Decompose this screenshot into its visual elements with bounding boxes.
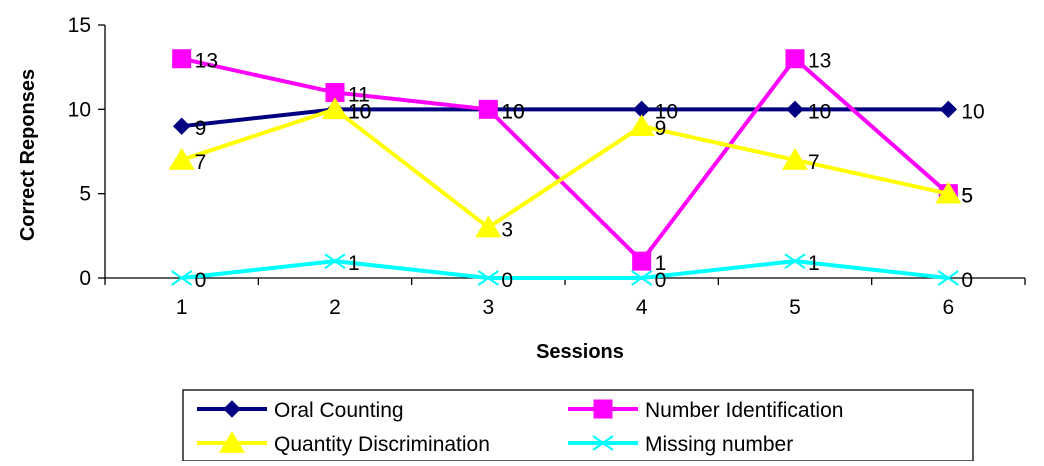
- data-label: 5: [961, 185, 973, 208]
- x-tick-label: 5: [789, 296, 801, 319]
- data-label: 3: [501, 218, 513, 241]
- data-label: 10: [501, 100, 524, 123]
- data-point-marker: [168, 147, 195, 170]
- data-label: 9: [195, 117, 207, 140]
- data-label: 0: [655, 269, 667, 292]
- data-label: 13: [195, 50, 218, 73]
- x-tick-label: 3: [482, 296, 494, 319]
- data-label: 1: [808, 252, 820, 275]
- data-point-marker: [322, 97, 348, 120]
- data-point-marker: [172, 49, 192, 69]
- data-point-marker: [631, 270, 653, 286]
- data-point-marker: [786, 100, 804, 119]
- data-point-marker: [475, 215, 502, 238]
- marker-stroke: [324, 253, 346, 269]
- y-tick-label: 0: [79, 267, 91, 290]
- legend-label: Quantity Discrimination: [274, 433, 490, 456]
- series-line: [181, 107, 949, 230]
- data-label: 9: [655, 117, 667, 140]
- x-tick-label: 1: [176, 296, 188, 319]
- x-axis-title: Sessions: [536, 341, 624, 363]
- legend-label: Oral Counting: [274, 399, 404, 422]
- data-label: 10: [348, 100, 371, 123]
- legend-item: Number Identification: [568, 399, 843, 422]
- data-label: 5: [961, 185, 973, 208]
- data-label: 13: [808, 50, 831, 73]
- data-point-marker: [628, 114, 655, 137]
- data-label: 1: [348, 252, 360, 275]
- data-point-marker: [632, 251, 652, 271]
- data-label: 0: [195, 269, 207, 292]
- series-line: [181, 107, 949, 129]
- data-point-marker: [477, 270, 499, 286]
- x-tick-label: 6: [942, 296, 954, 319]
- legend-item: Quantity Discrimination: [197, 431, 490, 456]
- y-tick-label: 5: [79, 183, 91, 206]
- data-point-marker: [592, 435, 614, 451]
- data-point-marker: [324, 253, 346, 269]
- data-point-marker: [939, 100, 958, 119]
- marker-stroke: [477, 270, 499, 286]
- marker-stroke: [937, 270, 959, 286]
- data-point-marker: [219, 431, 245, 453]
- x-tick-label: 4: [636, 296, 648, 319]
- legend-label: Number Identification: [645, 399, 843, 422]
- x-tick-label: 2: [329, 296, 341, 319]
- marker-stroke: [784, 253, 806, 269]
- data-label: 0: [501, 269, 513, 292]
- data-label: 10: [808, 100, 831, 123]
- series-line: [181, 56, 950, 264]
- series-line: [181, 259, 949, 280]
- y-tick-label: 15: [68, 14, 91, 37]
- data-label: 10: [961, 100, 984, 123]
- data-label: 7: [808, 151, 820, 174]
- marker-stroke: [171, 270, 193, 286]
- data-point-marker: [171, 270, 193, 286]
- marker-stroke: [592, 435, 614, 451]
- data-point-marker: [935, 181, 962, 204]
- data-label: 7: [195, 151, 207, 174]
- data-label: 10: [348, 100, 371, 123]
- data-label: 10: [655, 100, 678, 123]
- y-tick-label: 10: [68, 98, 91, 121]
- legend-item: Missing number: [568, 433, 793, 456]
- data-label: 0: [961, 269, 973, 292]
- data-point-marker: [784, 253, 806, 269]
- y-axis-title: Correct Reponses: [17, 69, 39, 241]
- data-point-marker: [172, 117, 191, 135]
- data-point-marker: [785, 49, 805, 69]
- data-label: 10: [501, 100, 524, 123]
- data-point-marker: [782, 147, 808, 170]
- marker-stroke: [631, 270, 653, 286]
- data-point-marker: [223, 400, 241, 418]
- legend-label: Missing number: [645, 433, 793, 456]
- data-label: 11: [348, 83, 370, 106]
- data-point-marker: [478, 99, 498, 119]
- legend-box: [182, 389, 974, 462]
- data-point-marker: [937, 270, 959, 286]
- legend-item: Oral Counting: [197, 399, 404, 422]
- data-point-marker: [593, 399, 613, 419]
- data-label: 1: [655, 252, 667, 275]
